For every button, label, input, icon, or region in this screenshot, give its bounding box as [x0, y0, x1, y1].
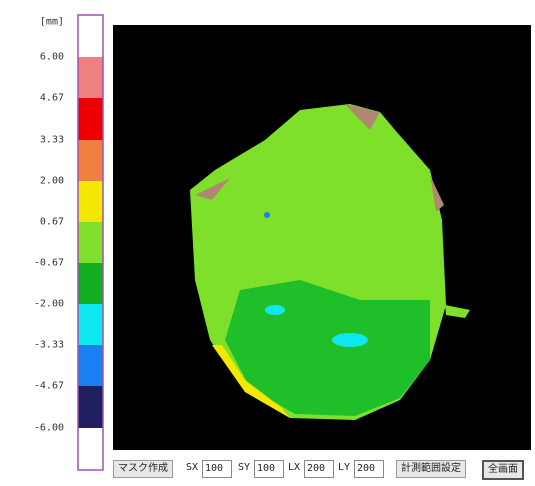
- full-screen-button[interactable]: 全画面: [482, 460, 524, 480]
- scale-label: -0.67: [33, 257, 64, 269]
- ly-label: LY: [338, 462, 351, 473]
- scale-label: 2.00: [39, 175, 64, 187]
- scale-label: -2.00: [33, 298, 64, 310]
- color-bar: [77, 14, 104, 471]
- sy-input[interactable]: 100: [254, 460, 284, 478]
- scale-label: 6.00: [39, 51, 64, 63]
- mask-button[interactable]: マスク作成: [113, 460, 173, 478]
- scale-label: 0.67: [39, 216, 64, 228]
- sx-input[interactable]: 100: [202, 460, 232, 478]
- sx-label: SX: [186, 462, 199, 473]
- range-button[interactable]: 計測範囲設定: [396, 460, 466, 478]
- scale-label: -4.67: [33, 380, 64, 392]
- lx-input[interactable]: 200: [304, 460, 334, 478]
- depth-map: [113, 25, 531, 450]
- scale-label: -3.33: [33, 339, 64, 351]
- sy-label: SY: [238, 462, 251, 473]
- scale-label: 4.67: [39, 92, 64, 104]
- lx-label: LX: [288, 462, 301, 473]
- scale-label: 3.33: [39, 134, 64, 146]
- unit-label: [mm]: [39, 16, 64, 28]
- scale-label: -6.00: [33, 422, 64, 434]
- ly-input[interactable]: 200: [354, 460, 384, 478]
